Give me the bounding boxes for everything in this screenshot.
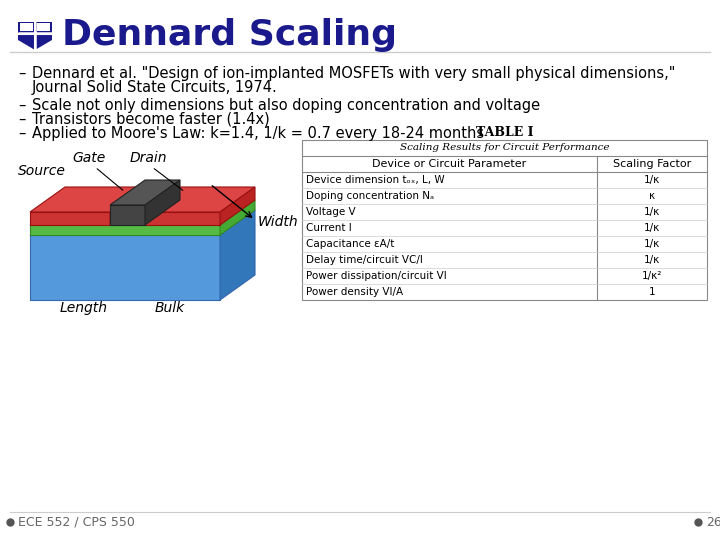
Text: Doping concentration Nₐ: Doping concentration Nₐ bbox=[306, 191, 434, 201]
Bar bbox=[37, 23, 50, 31]
Polygon shape bbox=[145, 180, 180, 225]
Text: –: – bbox=[18, 112, 25, 127]
Text: Length: Length bbox=[60, 301, 108, 315]
Text: Device dimension tₒₓ, L, W: Device dimension tₒₓ, L, W bbox=[306, 175, 445, 185]
Text: Transistors become faster (1.4x): Transistors become faster (1.4x) bbox=[32, 112, 270, 127]
Polygon shape bbox=[110, 180, 180, 205]
Text: Journal Solid State Circuits, 1974.: Journal Solid State Circuits, 1974. bbox=[32, 80, 278, 95]
Text: –: – bbox=[18, 98, 25, 113]
Polygon shape bbox=[30, 187, 145, 212]
Text: Capacitance εA/t: Capacitance εA/t bbox=[306, 239, 395, 249]
Polygon shape bbox=[220, 200, 255, 235]
Text: Source: Source bbox=[18, 164, 66, 178]
Polygon shape bbox=[30, 225, 220, 235]
Text: Gate: Gate bbox=[72, 151, 105, 165]
Bar bbox=[302, 140, 707, 300]
Text: TABLE I: TABLE I bbox=[476, 125, 534, 138]
Polygon shape bbox=[30, 200, 255, 225]
Bar bbox=[19, 23, 34, 32]
Text: Power dissipation/circuit VI: Power dissipation/circuit VI bbox=[306, 271, 446, 281]
Text: 1/κ: 1/κ bbox=[644, 239, 660, 249]
Polygon shape bbox=[30, 210, 255, 235]
Text: Scaling Results for Circuit Performance: Scaling Results for Circuit Performance bbox=[400, 144, 609, 152]
Text: Drain: Drain bbox=[130, 151, 168, 165]
Polygon shape bbox=[30, 212, 110, 225]
Text: Current I: Current I bbox=[306, 223, 352, 233]
Text: 1: 1 bbox=[649, 287, 655, 297]
Text: Applied to Moore's Law: k=1.4, 1/k = 0.7 every 18-24 months: Applied to Moore's Law: k=1.4, 1/k = 0.7… bbox=[32, 126, 484, 141]
Bar bbox=[302, 140, 707, 156]
Text: 1/κ: 1/κ bbox=[644, 207, 660, 217]
Text: 1/κ²: 1/κ² bbox=[642, 271, 662, 281]
Polygon shape bbox=[30, 235, 220, 300]
Bar bbox=[20, 23, 33, 31]
Polygon shape bbox=[220, 187, 255, 225]
Text: Voltage V: Voltage V bbox=[306, 207, 356, 217]
Text: Scale not only dimensions but also doping concentration and voltage: Scale not only dimensions but also dopin… bbox=[32, 98, 540, 113]
Text: Device or Circuit Parameter: Device or Circuit Parameter bbox=[372, 159, 526, 169]
Text: 26: 26 bbox=[706, 516, 720, 529]
Text: 1/κ: 1/κ bbox=[644, 223, 660, 233]
Text: –: – bbox=[18, 126, 25, 141]
Polygon shape bbox=[110, 205, 145, 225]
Text: 1/κ: 1/κ bbox=[644, 175, 660, 185]
Text: 1/κ: 1/κ bbox=[644, 255, 660, 265]
Polygon shape bbox=[145, 212, 220, 225]
Text: Scaling Factor: Scaling Factor bbox=[613, 159, 691, 169]
Text: κ: κ bbox=[649, 191, 655, 201]
Text: –: – bbox=[18, 66, 25, 81]
Text: Dennard et al. "Design of ion-implanted MOSFETs with very small physical dimensi: Dennard et al. "Design of ion-implanted … bbox=[32, 66, 675, 81]
Text: ECE 552 / CPS 550: ECE 552 / CPS 550 bbox=[18, 516, 135, 529]
Polygon shape bbox=[110, 187, 145, 225]
Polygon shape bbox=[18, 22, 52, 50]
Text: Bulk: Bulk bbox=[155, 301, 185, 315]
Bar bbox=[36, 23, 51, 32]
Polygon shape bbox=[145, 187, 255, 212]
Text: Width: Width bbox=[258, 215, 299, 229]
Text: Dennard Scaling: Dennard Scaling bbox=[62, 18, 397, 52]
Text: Power density VI/A: Power density VI/A bbox=[306, 287, 403, 297]
Text: Delay time/circuit VC/I: Delay time/circuit VC/I bbox=[306, 255, 423, 265]
Polygon shape bbox=[220, 210, 255, 300]
